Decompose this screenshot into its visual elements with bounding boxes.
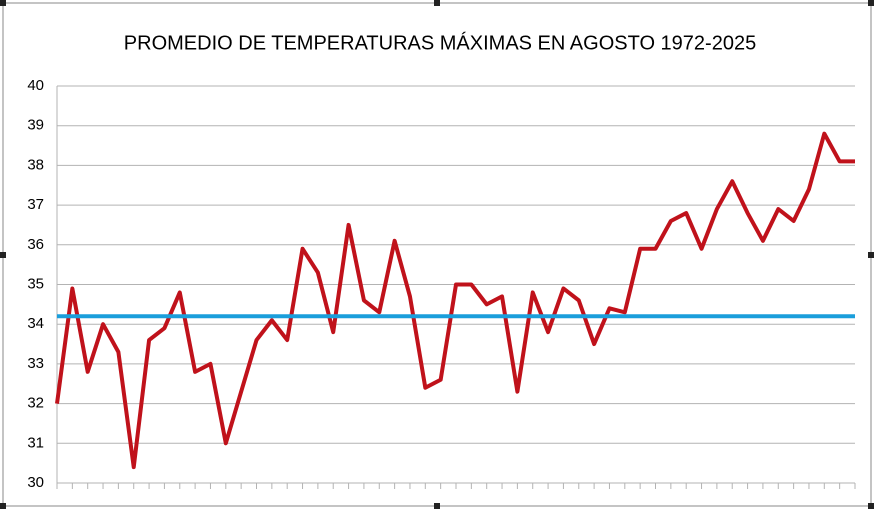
- y-tick-label: 33: [27, 355, 44, 372]
- series-line: [55, 131, 855, 470]
- y-tick-label: 32: [27, 395, 44, 412]
- y-tick-label: 30: [27, 474, 44, 491]
- y-tick-label: 34: [27, 315, 44, 332]
- chart-title: PROMEDIO DE TEMPERATURAS MÁXIMAS EN AGOS…: [124, 31, 756, 54]
- y-tick-label: 40: [27, 77, 44, 94]
- y-tick-label: 36: [27, 236, 44, 253]
- y-tick-label: 31: [27, 434, 44, 451]
- y-tick-label: 37: [27, 196, 44, 213]
- y-tick-label: 39: [27, 117, 44, 134]
- y-tick-label: 38: [27, 156, 44, 173]
- y-tick-label: 35: [27, 275, 44, 292]
